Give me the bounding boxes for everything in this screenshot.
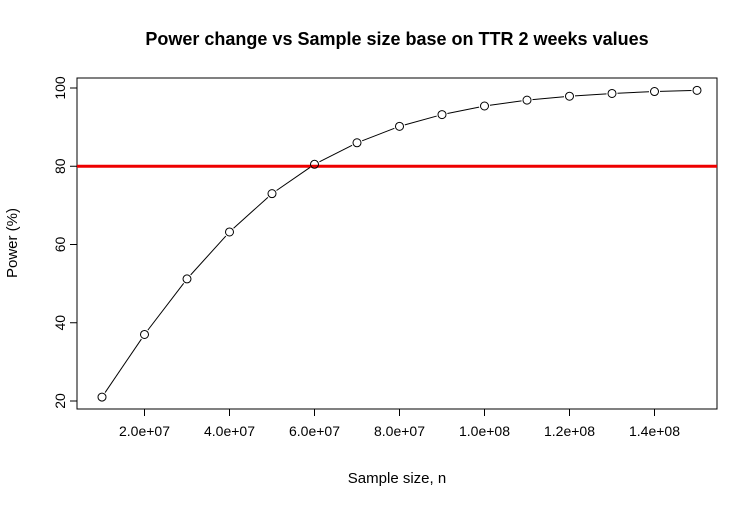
y-tick-label: 40 — [52, 315, 68, 331]
series-segment — [361, 127, 395, 142]
data-point — [437, 110, 447, 120]
x-tick-label: 4.0e+07 — [204, 423, 255, 439]
data-point — [650, 87, 659, 97]
series-segment — [319, 144, 353, 163]
series-segment — [574, 93, 607, 97]
y-tick-label: 20 — [52, 393, 68, 409]
data-point — [310, 159, 319, 169]
data-point — [607, 88, 617, 98]
data-point — [182, 274, 192, 284]
x-tick-label: 6.0e+07 — [289, 423, 340, 439]
x-tick-label: 8.0e+07 — [374, 423, 425, 439]
series-segment — [404, 115, 437, 126]
data-point — [140, 329, 149, 339]
x-tick-label: 2.0e+07 — [119, 423, 170, 439]
series-segment — [190, 235, 227, 276]
chart-title: Power change vs Sample size base on TTR … — [145, 29, 648, 49]
series-segment — [233, 196, 269, 229]
series-segment — [617, 91, 650, 94]
y-axis: 20 40 60 80 100 — [52, 76, 78, 409]
y-axis-label: Power (%) — [4, 208, 21, 278]
data-point — [395, 121, 404, 131]
data-point — [565, 91, 574, 101]
x-axis-label: Sample size, n — [348, 470, 446, 487]
data-point — [97, 392, 107, 402]
series-segment — [659, 89, 692, 92]
series-segment — [532, 96, 565, 101]
series-segment — [447, 106, 480, 115]
series-segment — [147, 282, 185, 331]
y-tick-label: 60 — [52, 237, 68, 253]
y-tick-label: 80 — [52, 158, 68, 174]
y-tick-label: 100 — [52, 76, 68, 100]
data-point — [225, 227, 234, 237]
x-tick-label: 1.4e+08 — [629, 423, 680, 439]
data-point — [267, 189, 277, 199]
series-layer — [97, 85, 702, 402]
data-point — [480, 101, 489, 111]
data-point — [522, 95, 532, 105]
x-tick-label: 1.0e+08 — [459, 423, 510, 439]
series-segment — [489, 100, 522, 106]
series-segment — [276, 167, 311, 191]
data-point — [692, 85, 702, 95]
series-segment — [104, 338, 142, 393]
x-tick-label: 1.2e+08 — [544, 423, 595, 439]
x-axis: 2.0e+07 4.0e+07 6.0e+07 8.0e+07 1.0e+08 1.2e+… — [119, 408, 680, 439]
data-point — [352, 138, 362, 148]
plot-frame — [76, 77, 718, 410]
